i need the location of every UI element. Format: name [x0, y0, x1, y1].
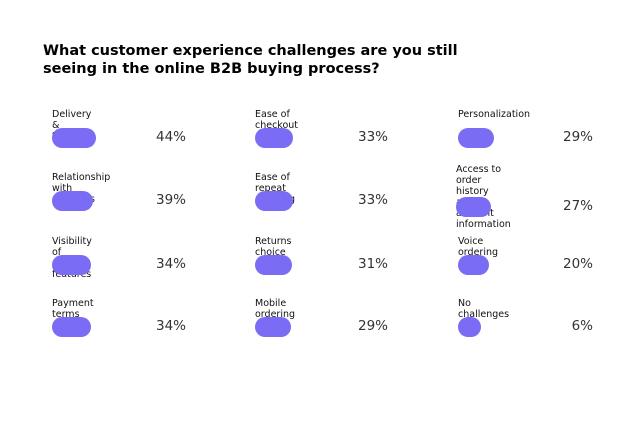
category-label: No challenges	[458, 298, 510, 320]
value-bar	[458, 128, 494, 148]
category-label: Voice ordering	[458, 236, 499, 258]
value-bar	[255, 128, 294, 148]
value-bar	[255, 191, 294, 211]
value-bar	[52, 191, 94, 211]
category-label: Returns choice	[255, 236, 292, 258]
category-label: Payment terms	[52, 298, 94, 320]
chart-title: What customer experience challenges are …	[43, 43, 458, 77]
value-bar	[458, 317, 482, 337]
category-label: Mobile ordering	[255, 298, 296, 320]
value-label: 29%	[562, 129, 593, 145]
value-bar	[52, 255, 91, 275]
value-bar	[458, 255, 489, 275]
category-label: Ease of checkout	[255, 109, 299, 131]
value-bar	[52, 317, 91, 337]
value-label: 27%	[562, 198, 593, 214]
value-bar	[255, 317, 291, 337]
category-label: Personalization	[458, 109, 531, 120]
value-bar	[255, 255, 293, 275]
value-label: 6%	[571, 318, 593, 334]
value-label: 44%	[155, 129, 186, 145]
value-bar	[456, 197, 491, 217]
value-label: 31%	[357, 256, 388, 272]
value-label: 33%	[357, 129, 388, 145]
value-label: 34%	[155, 318, 186, 334]
value-bar	[52, 128, 97, 148]
value-label: 29%	[357, 318, 388, 334]
value-label: 39%	[155, 192, 186, 208]
value-label: 33%	[357, 192, 388, 208]
value-label: 20%	[562, 256, 593, 272]
value-label: 34%	[155, 256, 186, 272]
